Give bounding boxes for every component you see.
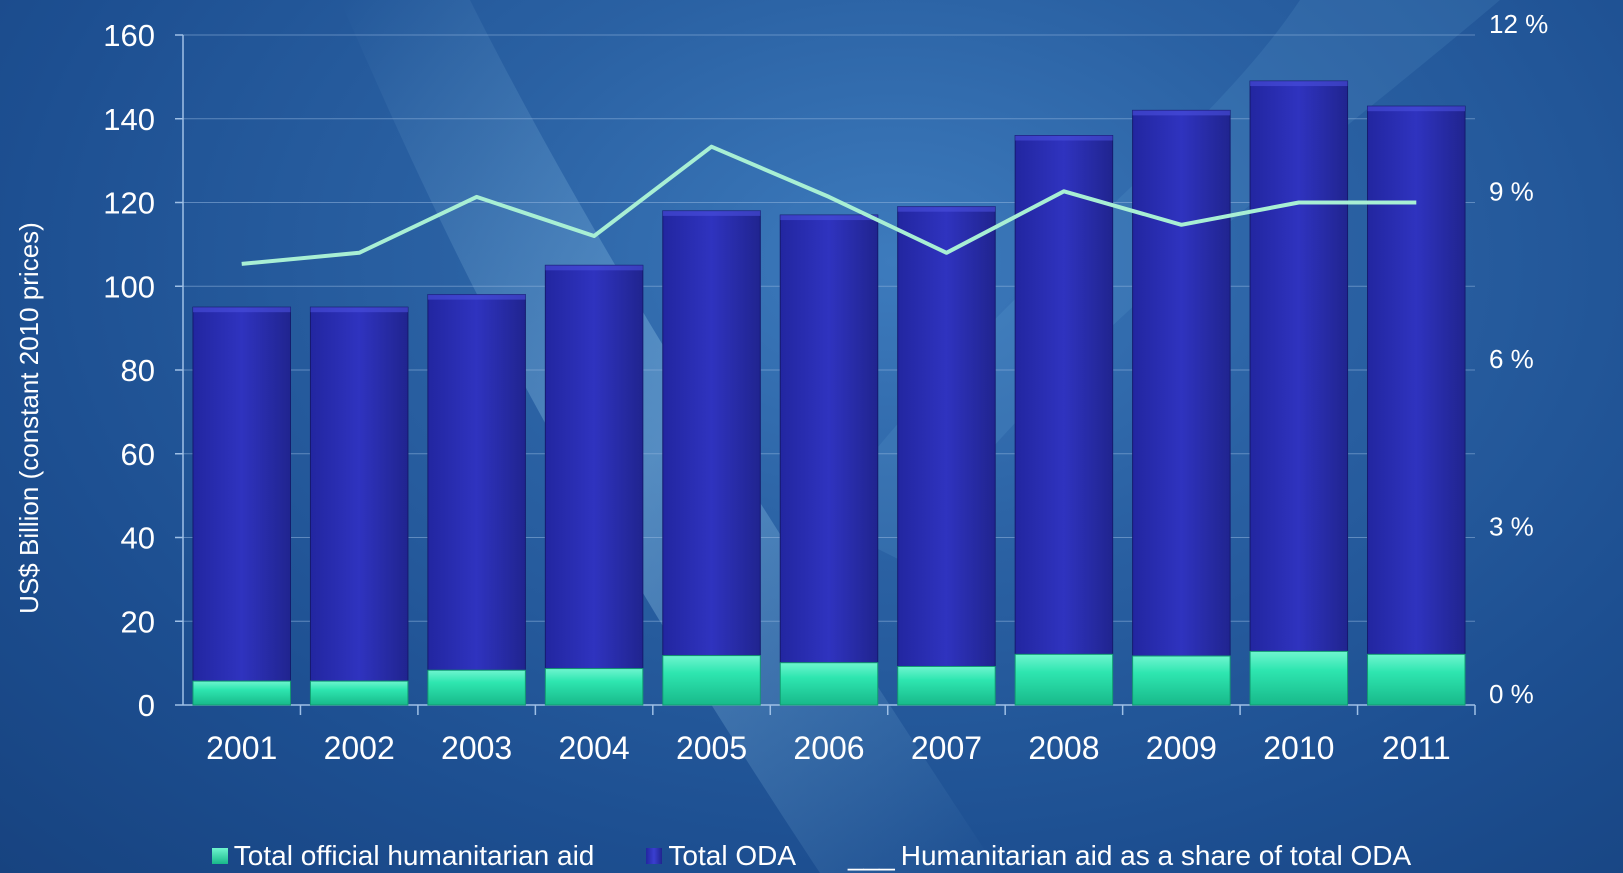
y2-tick-label: 6 %: [1489, 344, 1534, 374]
y-tick-label: 20: [121, 604, 155, 639]
x-tick-label: 2005: [676, 730, 747, 766]
bar-total-oda-highlight: [662, 210, 761, 216]
bars: [192, 80, 1466, 706]
x-tick-label: 2006: [793, 730, 864, 766]
bar-total-oda: [897, 206, 996, 667]
bar-humanitarian-aid: [1014, 653, 1114, 706]
x-tick-label: 2010: [1263, 730, 1334, 766]
bar-humanitarian-aid: [662, 655, 761, 706]
bar-total-oda-highlight: [1250, 81, 1348, 87]
bar-total-oda: [1132, 109, 1231, 657]
bar-total-oda: [309, 306, 409, 682]
bar-total-oda: [1014, 135, 1114, 655]
legend-label-share-line: Humanitarian aid as a share of total ODA: [900, 839, 1412, 871]
legend-item-total-oda: Total ODA: [646, 840, 796, 872]
y-tick-label: 80: [121, 353, 155, 388]
x-tick-label: 2003: [441, 730, 512, 766]
legend-marker-share-line: ___: [848, 839, 895, 871]
legend-swatch-total-oda: [646, 847, 663, 864]
y-tick-label: 40: [121, 521, 155, 556]
y2-tick-label: 0 %: [1489, 679, 1534, 709]
x-tick-label: 2011: [1382, 730, 1451, 766]
bar-humanitarian-aid: [779, 662, 879, 706]
bar-humanitarian-aid: [544, 668, 644, 706]
y-tick-label: 0: [138, 688, 155, 723]
bar-total-oda-highlight: [192, 307, 291, 313]
y2-tick-label: 12 %: [1489, 9, 1548, 39]
legend-label-total-oda: Total ODA: [668, 839, 796, 871]
bar-total-oda: [662, 210, 761, 657]
x-tick-label: 2002: [324, 730, 395, 766]
y-tick-label: 100: [103, 269, 155, 304]
bar-total-oda: [1367, 105, 1466, 655]
y2-tick-label: 3 %: [1489, 512, 1534, 542]
x-tick-label: 2008: [1028, 730, 1099, 766]
bar-total-oda-highlight: [310, 307, 408, 313]
bar-total-oda: [192, 306, 291, 682]
share-line: [241, 144, 1417, 266]
bar-total-oda: [427, 294, 526, 671]
bar-humanitarian-aid: [1249, 650, 1349, 706]
legend-item-humanitarian-aid: Total official humanitarian aid: [211, 839, 595, 872]
bar-humanitarian-aid: [427, 669, 526, 706]
y-tick-label: 160: [103, 18, 155, 53]
y-axis-label: US$ Billion (constant 2010 prices): [14, 222, 44, 614]
x-tick-label: 2004: [558, 730, 629, 766]
y2-tick-label: 9 %: [1489, 177, 1534, 207]
legend: Total official humanitarian aid Total OD…: [0, 838, 1623, 873]
bar-humanitarian-aid: [1367, 653, 1466, 706]
bar-humanitarian-aid: [192, 680, 291, 706]
x-tick-label: 2009: [1146, 730, 1217, 766]
bar-total-oda-highlight: [545, 265, 643, 271]
x-tick-label: 2007: [911, 730, 982, 766]
bar-total-oda-highlight: [427, 294, 526, 300]
y-tick-label: 60: [121, 437, 155, 472]
bar-total-oda: [779, 214, 879, 664]
bar-humanitarian-aid: [309, 680, 409, 706]
bar-total-oda-highlight: [897, 206, 996, 212]
line-share-of-oda: [241, 144, 1417, 266]
legend-swatch-humanitarian-aid: [211, 847, 228, 864]
bar-total-oda: [1249, 80, 1349, 652]
bar-total-oda: [544, 264, 644, 670]
tick-labels: 0 20 40 60 80 100 120 140 160 0 % 3 % 6 % 9 % 12 % 200…: [103, 9, 1548, 766]
bar-total-oda-highlight: [1015, 135, 1113, 141]
legend-label-humanitarian-aid: Total official humanitarian aid: [233, 839, 595, 871]
x-tick-label: 2001: [206, 730, 277, 766]
bar-total-oda-highlight: [1132, 110, 1231, 116]
y-tick-label: 120: [103, 186, 155, 221]
bar-humanitarian-aid: [1132, 655, 1231, 706]
y-tick-label: 140: [103, 102, 155, 137]
legend-item-share-line: ___ Humanitarian aid as a share of total…: [848, 840, 1411, 872]
bar-total-oda-highlight: [1367, 106, 1466, 112]
bar-total-oda-highlight: [780, 215, 878, 221]
bar-humanitarian-aid: [897, 665, 996, 706]
